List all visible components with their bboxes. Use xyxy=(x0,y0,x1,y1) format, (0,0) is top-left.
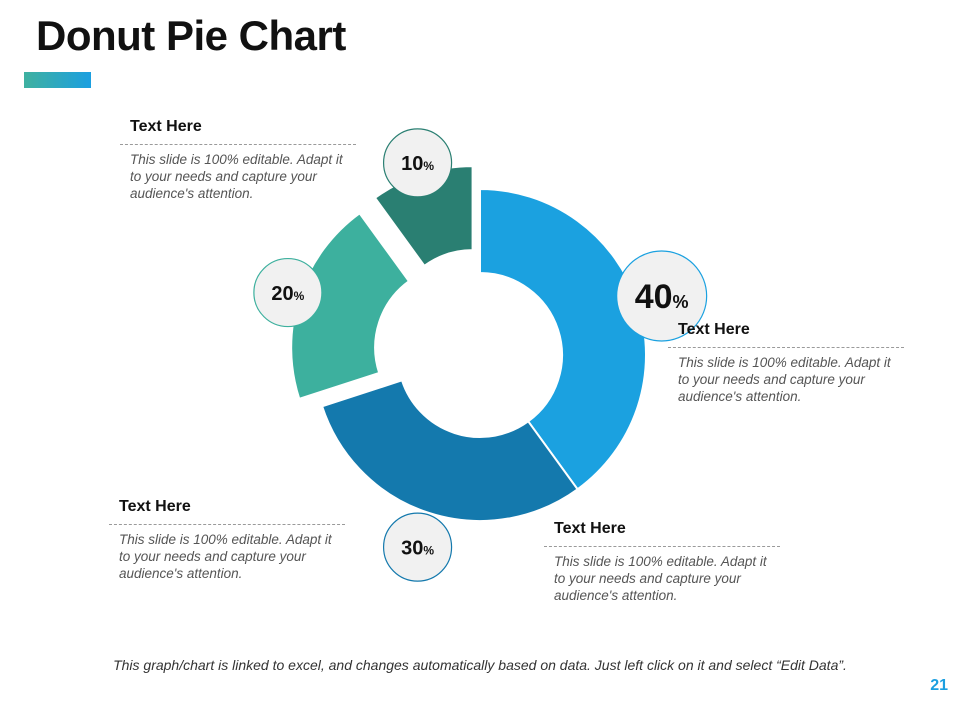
text-block-body: This slide is 100% editable. Adapt it to… xyxy=(678,355,891,404)
text-block-body: This slide is 100% editable. Adapt it to… xyxy=(554,554,767,603)
donut-slice-segment-3 xyxy=(290,211,411,401)
donut-value-badge-segment-1: 40% xyxy=(616,250,708,342)
slide-title: Donut Pie Chart xyxy=(36,12,346,59)
text-block-body: This slide is 100% editable. Adapt it to… xyxy=(119,532,332,581)
title-accent-bar xyxy=(24,72,91,88)
donut-value-label: 10% xyxy=(401,153,434,175)
donut-value-label: 20% xyxy=(271,283,304,305)
donut-value-badge-segment-4: 10% xyxy=(382,128,453,198)
text-block-body: This slide is 100% editable. Adapt it to… xyxy=(130,152,343,201)
text-block-title: Text Here xyxy=(668,321,904,348)
donut-slice-segment-2 xyxy=(320,379,579,522)
text-block-right: Text Here This slide is 100% editable. A… xyxy=(668,321,904,405)
text-block-title: Text Here xyxy=(120,118,356,145)
text-block-title: Text Here xyxy=(544,520,780,547)
footnote: This graph/chart is linked to excel, and… xyxy=(113,657,847,673)
text-block-bottom-left: Text Here This slide is 100% editable. A… xyxy=(109,498,345,582)
donut-value-label: 30% xyxy=(401,537,434,559)
donut-slice-segment-1 xyxy=(479,187,647,491)
text-block-title: Text Here xyxy=(109,498,345,525)
page-number: 21 xyxy=(930,677,948,694)
text-block-bottom-right: Text Here This slide is 100% editable. A… xyxy=(544,520,780,604)
donut-value-label: 40% xyxy=(635,278,689,316)
text-block-top-left: Text Here This slide is 100% editable. A… xyxy=(120,118,356,202)
donut-value-badge-segment-3: 20% xyxy=(253,257,323,328)
donut-value-badge-segment-2: 30% xyxy=(382,512,453,582)
